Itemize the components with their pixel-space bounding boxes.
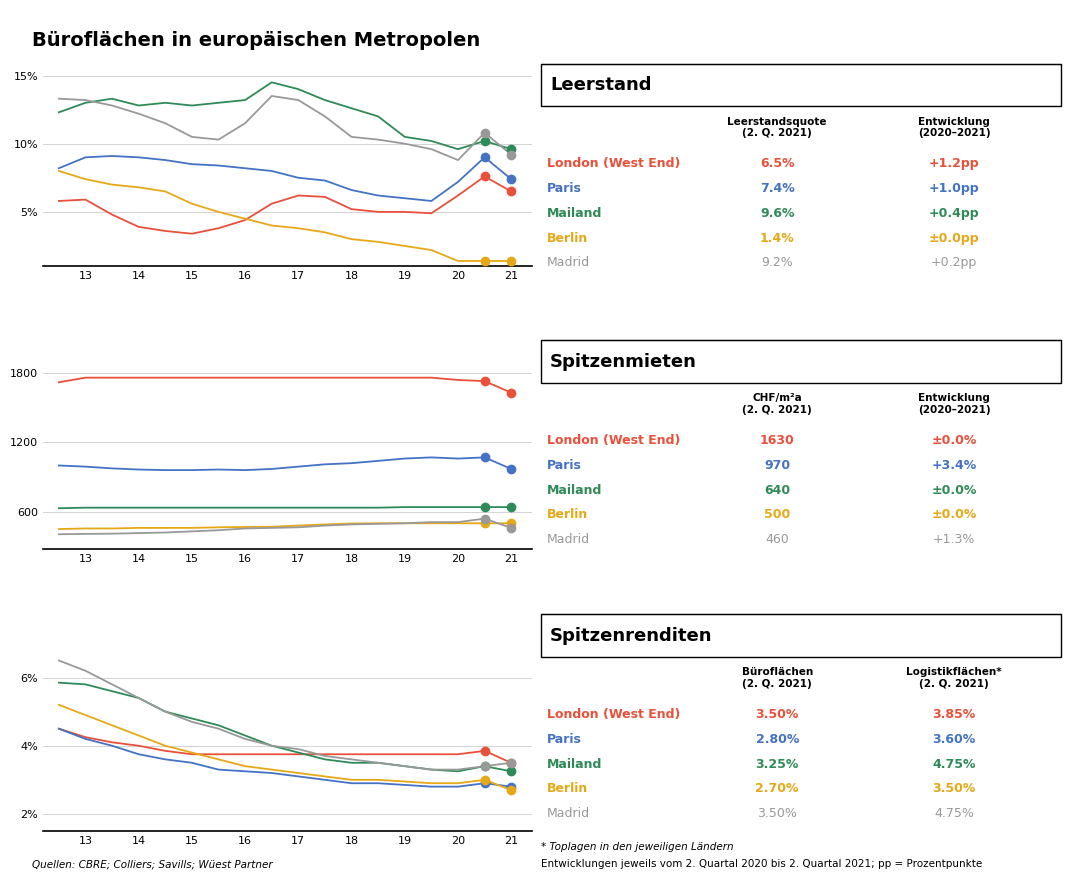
- Text: ±0.0%: ±0.0%: [932, 508, 977, 522]
- Text: Logistikflächen*
(2. Q. 2021): Logistikflächen* (2. Q. 2021): [906, 667, 1002, 689]
- Text: Paris: Paris: [547, 459, 582, 472]
- Text: 4.75%: 4.75%: [933, 758, 976, 771]
- Text: Quellen: CBRE; Colliers; Savills; Wüest Partner: Quellen: CBRE; Colliers; Savills; Wüest …: [32, 859, 272, 869]
- Text: +0.4pp: +0.4pp: [928, 207, 980, 220]
- Text: Spitzenrenditen: Spitzenrenditen: [550, 627, 713, 644]
- Text: Büroflächen
(2. Q. 2021): Büroflächen (2. Q. 2021): [742, 667, 813, 689]
- Text: +0.2pp: +0.2pp: [930, 256, 978, 270]
- Text: 3.85%: 3.85%: [933, 708, 976, 721]
- Text: 970: 970: [764, 459, 790, 472]
- Text: * Toplagen in den jeweiligen Ländern: * Toplagen in den jeweiligen Ländern: [541, 842, 734, 851]
- Text: Leerstand: Leerstand: [550, 76, 652, 94]
- Text: 1630: 1630: [760, 434, 794, 447]
- Text: Madrid: Madrid: [547, 533, 590, 546]
- Text: London (West End): London (West End): [547, 157, 680, 171]
- Text: 1.4%: 1.4%: [760, 232, 794, 245]
- Text: 2.70%: 2.70%: [756, 782, 799, 796]
- Text: 3.25%: 3.25%: [756, 758, 799, 771]
- Text: ±0.0%: ±0.0%: [932, 434, 977, 447]
- Text: Mailand: Mailand: [547, 207, 602, 220]
- Text: London (West End): London (West End): [547, 434, 680, 447]
- Text: Leerstandsquote
(2. Q. 2021): Leerstandsquote (2. Q. 2021): [728, 117, 827, 138]
- Text: 4.75%: 4.75%: [934, 807, 974, 820]
- Text: Entwicklungen jeweils vom 2. Quartal 2020 bis 2. Quartal 2021; pp = Prozentpunkt: Entwicklungen jeweils vom 2. Quartal 202…: [541, 859, 983, 869]
- Text: +3.4%: +3.4%: [932, 459, 977, 472]
- Text: 7.4%: 7.4%: [760, 182, 794, 195]
- Text: 3.50%: 3.50%: [757, 807, 798, 820]
- Text: 460: 460: [765, 533, 789, 546]
- Text: +1.2pp: +1.2pp: [928, 157, 980, 171]
- Text: Berlin: Berlin: [547, 508, 587, 522]
- Text: Büroflächen in europäischen Metropolen: Büroflächen in europäischen Metropolen: [32, 31, 480, 50]
- Text: 9.2%: 9.2%: [761, 256, 793, 270]
- Text: Entwicklung
(2020–2021): Entwicklung (2020–2021): [918, 393, 991, 415]
- Text: Spitzenmieten: Spitzenmieten: [550, 353, 697, 370]
- Text: +1.0pp: +1.0pp: [928, 182, 980, 195]
- Text: 6.5%: 6.5%: [760, 157, 794, 171]
- Text: 9.6%: 9.6%: [760, 207, 794, 220]
- Text: Mailand: Mailand: [547, 484, 602, 497]
- Text: Madrid: Madrid: [547, 807, 590, 820]
- Text: Berlin: Berlin: [547, 232, 587, 245]
- Text: Paris: Paris: [547, 182, 582, 195]
- Text: Paris: Paris: [547, 733, 582, 746]
- Text: 500: 500: [764, 508, 790, 522]
- Text: 3.50%: 3.50%: [756, 708, 799, 721]
- Text: Mailand: Mailand: [547, 758, 602, 771]
- Text: +1.3%: +1.3%: [933, 533, 976, 546]
- Text: 3.50%: 3.50%: [933, 782, 976, 796]
- Text: Madrid: Madrid: [547, 256, 590, 270]
- Text: CHF/m²a
(2. Q. 2021): CHF/m²a (2. Q. 2021): [742, 393, 813, 415]
- Text: Berlin: Berlin: [547, 782, 587, 796]
- Text: ±0.0pp: ±0.0pp: [928, 232, 980, 245]
- Text: 2.80%: 2.80%: [756, 733, 799, 746]
- Text: London (West End): London (West End): [547, 708, 680, 721]
- Text: Entwicklung
(2020–2021): Entwicklung (2020–2021): [918, 117, 991, 138]
- Text: 3.60%: 3.60%: [933, 733, 976, 746]
- Text: ±0.0%: ±0.0%: [932, 484, 977, 497]
- Text: 640: 640: [764, 484, 790, 497]
